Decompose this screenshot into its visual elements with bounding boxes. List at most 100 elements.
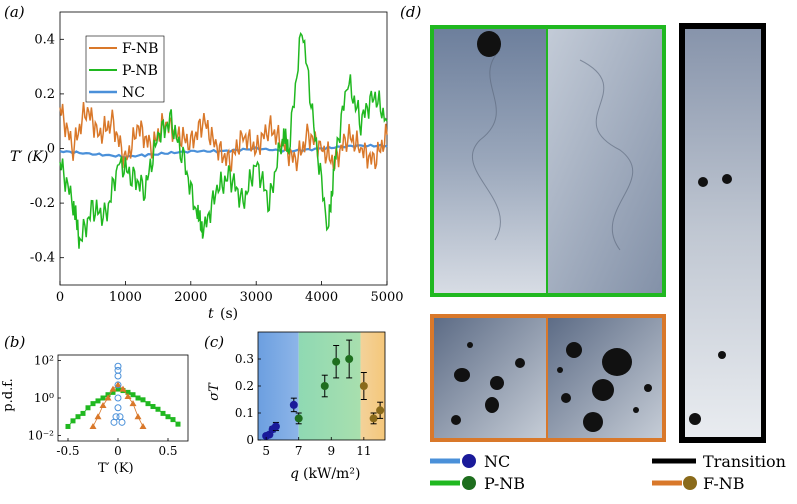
panel-a-ylabel: T′ (K) (10, 149, 48, 165)
pdf-point-nc (114, 394, 122, 402)
sigma-point-p-nb (294, 414, 303, 423)
sigma-point-nc (289, 400, 298, 409)
x-tick-label: -0.5 (56, 444, 79, 458)
y-tick-label: 0 (47, 142, 55, 157)
panel-b-chart: -0.5 0 0.5 10² 10⁰ 10⁻² p.d.f. T′ (K) (1, 354, 189, 476)
pnb-plume-right (579, 59, 634, 251)
panel-c-chart: 5 7 9 11 0 0.1 0.2 0.3 σT q (kW/m²) (207, 331, 386, 482)
y-tick-label: 10⁻² (28, 428, 55, 442)
pdf-point-fnb (124, 393, 132, 400)
pdf-point-fnb (99, 401, 107, 408)
pdf-point-pnb (140, 397, 146, 403)
pdf-point-pnb (130, 392, 136, 398)
panel-b-xlabel: T′ (K) (98, 461, 134, 476)
x-tick-label: 1000 (109, 290, 142, 305)
legend-d-fnb-label: F-NB (703, 474, 745, 493)
y-tick-label: 0.4 (34, 32, 55, 47)
pdf-line-p-nb (67, 388, 179, 427)
transition-bubble-3 (718, 351, 726, 359)
x-tick-label: 0 (56, 290, 64, 305)
pdf-point-pnb (80, 410, 86, 416)
transition-bubble-4 (689, 413, 701, 425)
sigma-point-p-nb (345, 355, 354, 363)
pdf-point-pnb (170, 417, 176, 423)
x-tick-label: 5 (262, 444, 270, 458)
pnb-plume-left (472, 49, 501, 241)
series-line-p-nb (59, 31, 388, 249)
pdf-point-fnb (139, 422, 147, 429)
pdf-point-pnb (65, 423, 71, 429)
sigma-point-f-nb (359, 382, 368, 390)
pnb-image-right (548, 29, 662, 293)
y-tick-label: 10² (34, 354, 54, 368)
pdf-point-nc (116, 413, 124, 421)
sigma-point-f-nb (369, 414, 378, 423)
pdf-point-pnb (85, 405, 91, 411)
legend-pnb-label: P-NB (122, 63, 158, 79)
pdf-point-fnb (129, 400, 137, 407)
pdf-point-pnb (115, 386, 121, 392)
panel-a-xlabel-unit: (s) (220, 306, 238, 322)
x-tick-label: 0.5 (158, 444, 177, 458)
x-tick-label: 7 (295, 444, 303, 458)
pdf-point-pnb (100, 395, 106, 401)
panel-label-c: (c) (204, 333, 224, 351)
pdf-point-fnb (104, 394, 112, 401)
panel-c-xlabel-unit: (kW/m²) (303, 466, 360, 482)
pdf-point-fnb (119, 385, 127, 392)
transition-bubble-1 (698, 177, 708, 187)
pdf-point-nc (114, 372, 122, 380)
pdf-point-fnb (114, 381, 122, 388)
pdf-point-pnb (70, 418, 76, 424)
pnb-bubble (477, 31, 501, 57)
y-tick-label: 10⁰ (34, 391, 54, 405)
pdf-point-nc (114, 366, 122, 374)
y-tick-label: -0.4 (30, 251, 55, 266)
fnb-image-right (548, 318, 662, 438)
sigma-point-nc (271, 422, 280, 431)
x-tick-label: 4000 (305, 290, 338, 305)
pdf-point-nc (114, 404, 122, 412)
series-line-nc (59, 143, 388, 159)
panel-b-frame (57, 354, 189, 442)
panel-d-images (430, 23, 766, 443)
fnb-bubbles (451, 342, 652, 432)
legend-fnb-label: F-NB (122, 41, 158, 57)
pdf-point-pnb (150, 404, 156, 410)
pdf-point-pnb (145, 401, 151, 407)
pdf-point-pnb (125, 389, 131, 395)
pdf-point-fnb (134, 413, 142, 420)
pdf-point-pnb (175, 421, 181, 427)
y-tick-label: 0.2 (235, 379, 254, 393)
x-tick-label: 9 (327, 444, 335, 458)
transition-bubble-2 (722, 174, 732, 184)
pdf-point-nc (118, 418, 126, 426)
pdf-point-pnb (90, 401, 96, 407)
sigma-point-p-nb (332, 357, 341, 366)
y-tick-label: -0.2 (30, 196, 55, 211)
x-tick-label: 2000 (174, 290, 207, 305)
transition-image (685, 29, 761, 437)
x-tick-label: 5000 (370, 290, 403, 305)
pdf-point-fnb (94, 413, 102, 420)
panel-label-a: (a) (4, 3, 25, 21)
panel-c-xlabel-var: q (290, 466, 299, 482)
sigma-point-p-nb (320, 382, 329, 390)
series-line-f-nb (59, 102, 388, 172)
sigma-point-f-nb (376, 406, 385, 415)
x-tick-label: 0 (114, 444, 122, 458)
pdf-point-nc (110, 418, 118, 426)
pdf-point-fnb (89, 422, 97, 429)
y-tick-label: 0.2 (34, 87, 55, 102)
legend-d-pnb-dot (462, 476, 476, 490)
pdf-point-pnb (155, 406, 161, 412)
x-tick-label: 3000 (240, 290, 273, 305)
legend-d-pnb-label: P-NB (484, 474, 525, 493)
panel-d-legend: NC P-NB Transition F-NB (430, 452, 786, 493)
pdf-point-pnb (135, 395, 141, 401)
pdf-point-pnb (160, 410, 166, 416)
legend-d-fnb-dot (683, 476, 697, 490)
pdf-point-pnb (95, 398, 101, 404)
panel-label-d: (d) (400, 3, 421, 21)
